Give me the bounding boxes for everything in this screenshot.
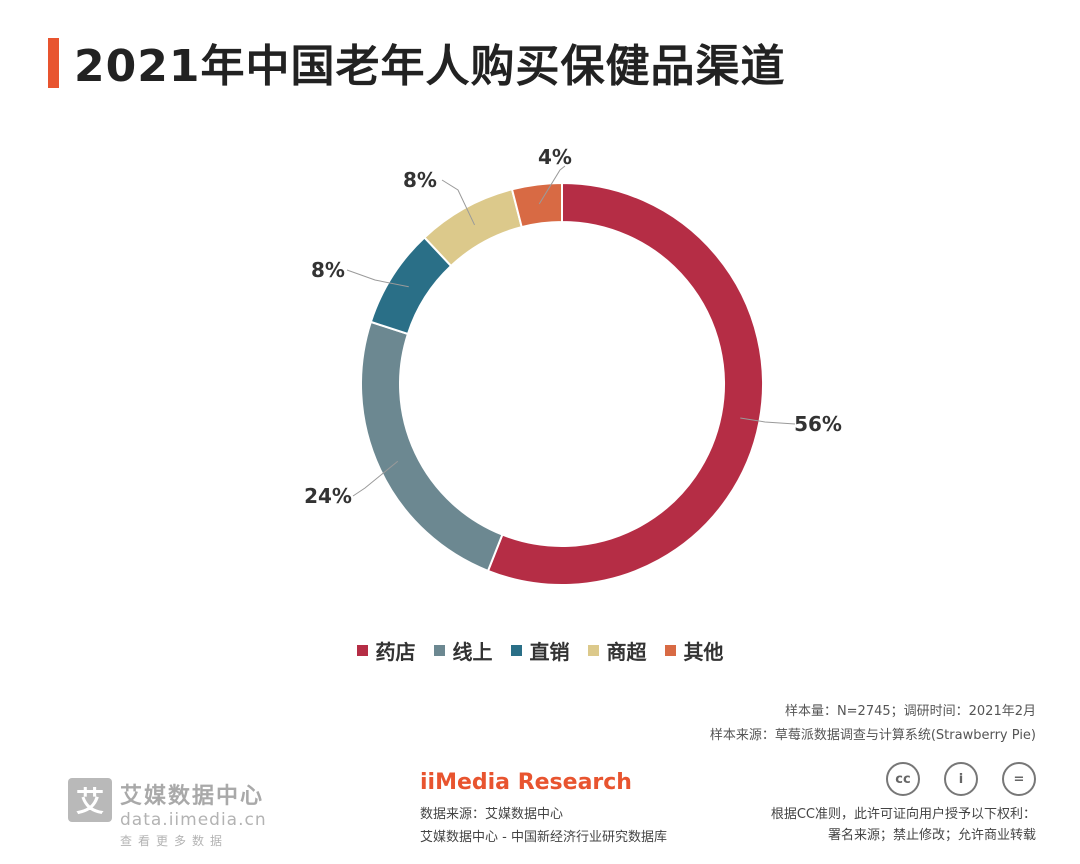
- legend-swatch: [664, 645, 676, 656]
- cc-rights-line: 根据CC准则，此许可证向用户授予以下权利：: [770, 807, 1036, 822]
- legend-swatch: [587, 645, 599, 656]
- leader-line-direct-sales: [346, 269, 409, 288]
- donut-slice-other: [510, 181, 563, 229]
- database-line: 艾媒数据中心 - 中国新经济行业研究数据库: [420, 830, 667, 845]
- brand-name: iiMedia Research: [420, 770, 632, 795]
- iimedia-data-logo[interactable]: 艾 艾媒数据中心 data.iimedia.cn 查看更多数据: [68, 778, 267, 849]
- logo-slogan: 查看更多数据: [120, 834, 229, 848]
- no-derivatives-icon: =: [1002, 762, 1036, 796]
- legend-item-online: 线上: [433, 636, 493, 665]
- legend-item-supermarket: 商超: [587, 636, 647, 665]
- legend-swatch: [510, 645, 522, 656]
- logo-name: 艾媒数据中心: [120, 784, 265, 809]
- leader-line-other: [538, 165, 566, 205]
- title-accent-bar: [48, 38, 59, 88]
- data-label-pharmacy: 56%: [794, 412, 842, 436]
- legend-label: 药店: [375, 640, 416, 664]
- logo-url[interactable]: data.iimedia.cn: [120, 810, 267, 830]
- legend-label: 直销: [529, 640, 570, 664]
- legend-swatch: [356, 645, 368, 656]
- donut-slice-online: [360, 320, 504, 573]
- leader-line-online: [352, 460, 399, 497]
- data-label-direct-sales: 8%: [311, 258, 345, 282]
- cc-icon: cc: [886, 762, 920, 796]
- data-source-line: 数据来源：艾媒数据中心: [420, 807, 564, 822]
- page-title: 2021年中国老年人购买保健品渠道: [74, 41, 786, 92]
- data-label-online: 24%: [304, 484, 352, 508]
- sample-source-note: 样本来源：草莓派数据调查与计算系统(Strawberry Pie): [709, 728, 1036, 743]
- attribution-icon: i: [944, 762, 978, 796]
- donut-slice-pharmacy: [486, 181, 764, 586]
- sample-size-note: 样本量：N=2745；调研时间：2021年2月: [784, 704, 1036, 719]
- cc-license-icons: cc i =: [886, 762, 1036, 796]
- legend-label: 线上: [452, 640, 493, 664]
- donut-slice-supermarket: [422, 188, 523, 268]
- data-label-supermarket: 8%: [403, 168, 437, 192]
- logo-mark: 艾: [68, 778, 112, 822]
- legend-item-pharmacy: 药店: [356, 636, 416, 665]
- cc-terms-line: 署名来源；禁止修改；允许商业转载: [827, 828, 1036, 843]
- legend-swatch: [433, 645, 445, 656]
- legend-item-other: 其他: [664, 636, 724, 665]
- legend-label: 其他: [683, 640, 724, 664]
- legend-item-direct-sales: 直销: [510, 636, 570, 665]
- leader-line-pharmacy: [740, 417, 796, 425]
- leader-line-supermarket: [441, 179, 476, 226]
- legend-label: 商超: [606, 640, 647, 664]
- data-label-other: 4%: [538, 145, 572, 169]
- chart-legend: 药店 线上 直销 商超 其他: [0, 636, 1080, 665]
